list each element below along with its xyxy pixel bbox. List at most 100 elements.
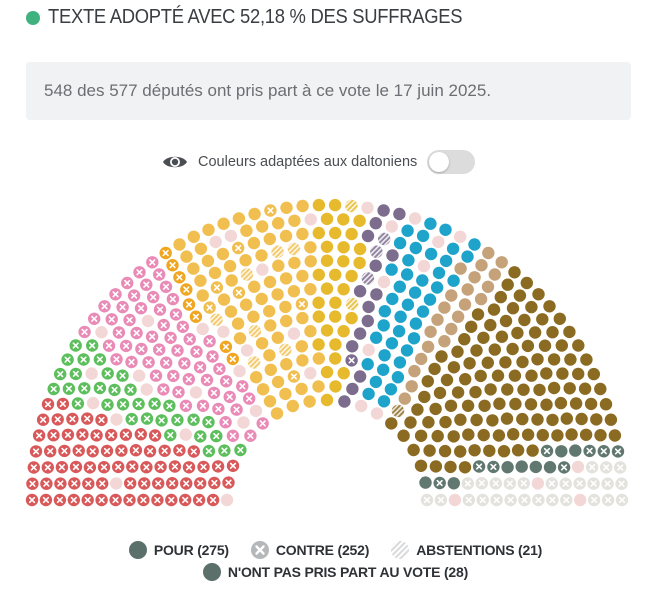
seat-dot bbox=[499, 314, 513, 328]
contre-mark bbox=[59, 400, 66, 407]
contre-mark bbox=[112, 291, 119, 298]
seat bbox=[594, 382, 607, 396]
seat bbox=[337, 213, 350, 226]
seat bbox=[194, 274, 207, 287]
seat-dot bbox=[447, 477, 460, 490]
abstention-mark bbox=[361, 272, 375, 285]
seat-dot bbox=[337, 325, 350, 338]
seat-dot bbox=[240, 224, 253, 237]
contre-mark bbox=[72, 342, 79, 349]
seat bbox=[124, 477, 137, 490]
seat bbox=[459, 373, 472, 386]
seat bbox=[36, 413, 50, 426]
contre-mark bbox=[604, 496, 612, 504]
seat bbox=[219, 340, 233, 353]
seat-dot bbox=[580, 353, 593, 366]
contre-mark bbox=[100, 464, 108, 471]
seat-dot bbox=[304, 367, 317, 380]
seat bbox=[312, 226, 325, 240]
seat bbox=[345, 269, 358, 283]
seat bbox=[458, 333, 471, 346]
contre-mark bbox=[209, 496, 217, 504]
vote-result-header: TEXTE ADOPTÉ AVEC 52,18 % DES SUFFRAGES bbox=[26, 6, 498, 29]
seat-dot bbox=[312, 268, 325, 281]
seat bbox=[286, 399, 299, 413]
seat bbox=[600, 461, 613, 474]
contre-mark bbox=[149, 333, 156, 340]
seat bbox=[239, 298, 253, 311]
seat-dot bbox=[543, 300, 556, 313]
seat-dot bbox=[224, 229, 238, 243]
seat-dot bbox=[477, 331, 490, 344]
seat-dot bbox=[346, 382, 359, 396]
contre-mark bbox=[206, 338, 213, 345]
seat bbox=[511, 326, 524, 340]
seat bbox=[110, 353, 123, 366]
seat bbox=[219, 416, 232, 429]
seat bbox=[533, 383, 546, 397]
seat-dot bbox=[528, 326, 542, 339]
legend-contre: CONTRE (252) bbox=[250, 541, 369, 559]
seat bbox=[481, 280, 495, 293]
contre-mark bbox=[57, 371, 64, 378]
contre-mark bbox=[131, 292, 138, 299]
seat bbox=[47, 382, 60, 396]
seat-dot bbox=[398, 392, 411, 405]
seat bbox=[378, 305, 391, 318]
seat bbox=[560, 412, 573, 425]
legend: POUR (275) CONTRE (252) ABSTENTIONS (21) bbox=[0, 541, 671, 559]
seat bbox=[462, 428, 475, 441]
seat bbox=[296, 311, 309, 325]
seat bbox=[424, 325, 437, 338]
contre-mark bbox=[47, 448, 54, 455]
seat-dot bbox=[553, 312, 566, 325]
contre-mark bbox=[604, 480, 611, 487]
seat bbox=[192, 493, 206, 507]
seat-dot bbox=[384, 383, 398, 396]
seat bbox=[563, 382, 576, 395]
seat bbox=[402, 254, 415, 267]
seat bbox=[272, 217, 285, 230]
contre-mark bbox=[175, 388, 182, 396]
contre-mark bbox=[348, 357, 355, 364]
seat bbox=[451, 345, 464, 358]
seat-dot bbox=[280, 358, 293, 371]
seat bbox=[585, 461, 599, 474]
seat-dot bbox=[225, 274, 238, 287]
seat bbox=[312, 310, 325, 323]
seat bbox=[116, 398, 130, 411]
seat-dot bbox=[312, 338, 325, 351]
seat-dot bbox=[295, 340, 308, 353]
seat-dot bbox=[543, 461, 557, 474]
seat-dot bbox=[421, 340, 435, 353]
seat bbox=[173, 444, 186, 457]
seat bbox=[58, 444, 71, 458]
seat bbox=[90, 429, 103, 442]
seat bbox=[463, 357, 476, 370]
contre-mark bbox=[44, 464, 51, 471]
seat bbox=[508, 369, 522, 382]
seat bbox=[418, 390, 431, 404]
seat bbox=[249, 371, 263, 384]
seat-dot bbox=[255, 337, 269, 350]
seat bbox=[551, 429, 564, 442]
contre-mark bbox=[98, 416, 105, 423]
colorblind-toggle[interactable] bbox=[427, 150, 476, 174]
seat-dot bbox=[263, 395, 277, 408]
seat-dot bbox=[217, 293, 231, 306]
seat bbox=[405, 380, 418, 393]
seat bbox=[329, 226, 342, 240]
seat bbox=[71, 397, 85, 410]
seat bbox=[119, 339, 133, 353]
seat bbox=[153, 268, 166, 281]
seat bbox=[497, 445, 511, 458]
seat bbox=[615, 477, 628, 490]
contre-mark bbox=[465, 496, 472, 504]
seat bbox=[256, 220, 269, 233]
seat bbox=[303, 395, 316, 408]
contre-mark bbox=[111, 386, 118, 394]
contre-mark bbox=[239, 383, 246, 390]
seat bbox=[439, 415, 452, 429]
seat-dot bbox=[353, 285, 367, 298]
seat-dot bbox=[565, 428, 578, 441]
